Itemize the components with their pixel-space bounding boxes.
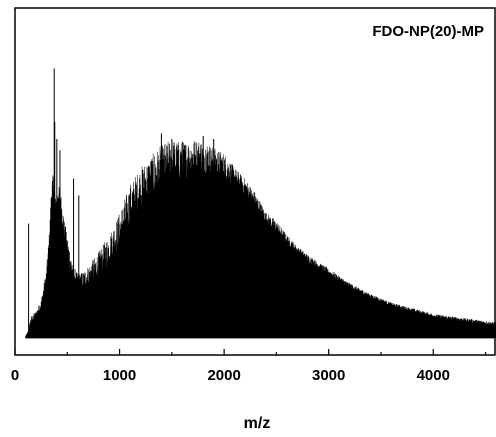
- x-tick-label-0: 0: [11, 367, 19, 384]
- x-tick-label-3000: 3000: [312, 367, 345, 384]
- x-axis-ticks: [14, 349, 487, 355]
- x-tick-label-1000: 1000: [103, 367, 136, 384]
- spectrum-peak-lines: [25, 141, 496, 338]
- spectrum-series: [25, 68, 496, 339]
- plot-frame: [14, 7, 496, 356]
- chart-title: FDO-NP(20)-MP: [372, 23, 484, 40]
- x-tick-label-2000: 2000: [207, 367, 240, 384]
- x-tick-label-4000: 4000: [417, 367, 450, 384]
- plot-border: [14, 7, 496, 356]
- x-axis-label: m/z: [244, 415, 271, 432]
- x-axis-tick-labels: 0 1000 2000 3000 4000: [11, 367, 450, 384]
